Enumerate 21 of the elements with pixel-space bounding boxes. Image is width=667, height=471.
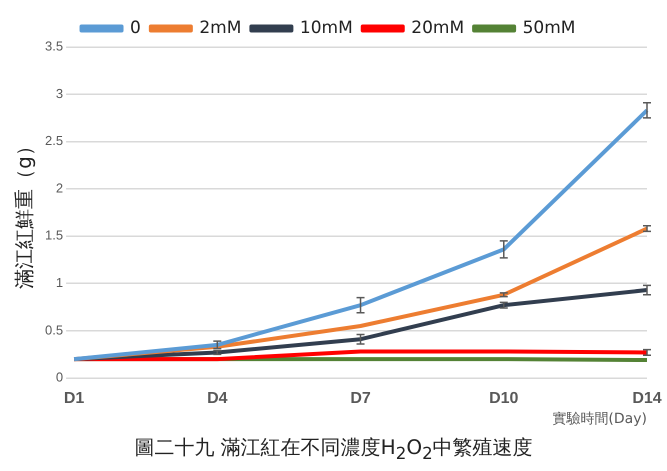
y-tick-label: 2.5	[44, 133, 64, 148]
y-tick-label: 3.5	[44, 38, 64, 54]
y-tick-label: 0	[56, 370, 64, 385]
y-tick-label: 1.5	[44, 228, 64, 243]
x-tick-label: D7	[350, 390, 371, 408]
x-tick-label: D14	[632, 390, 662, 408]
y-tick-label: 0.5	[44, 322, 64, 338]
legend-label: 0	[130, 18, 141, 38]
legend-label: 20mM	[411, 18, 464, 38]
legend-label: 2mM	[199, 18, 242, 38]
legend-label: 10mM	[300, 18, 353, 38]
x-tick-label: D4	[207, 390, 228, 408]
x-tick-label: D1	[64, 390, 84, 408]
text: 圖二十九 滿江紅在不同濃度H$_{2}$O$_{2}$中繁殖速度	[133, 434, 534, 463]
x-axis-title: 實驗時間(Day)	[552, 411, 647, 428]
x-tick-label: D10	[489, 390, 519, 408]
y-tick-label: 1	[56, 275, 64, 290]
y-axis-title: 滿江紅鮮重（g）	[12, 136, 36, 289]
y-tick-label: 3	[56, 86, 64, 101]
legend-label: 50mM	[522, 18, 576, 38]
y-tick-label: 2	[56, 180, 64, 196]
